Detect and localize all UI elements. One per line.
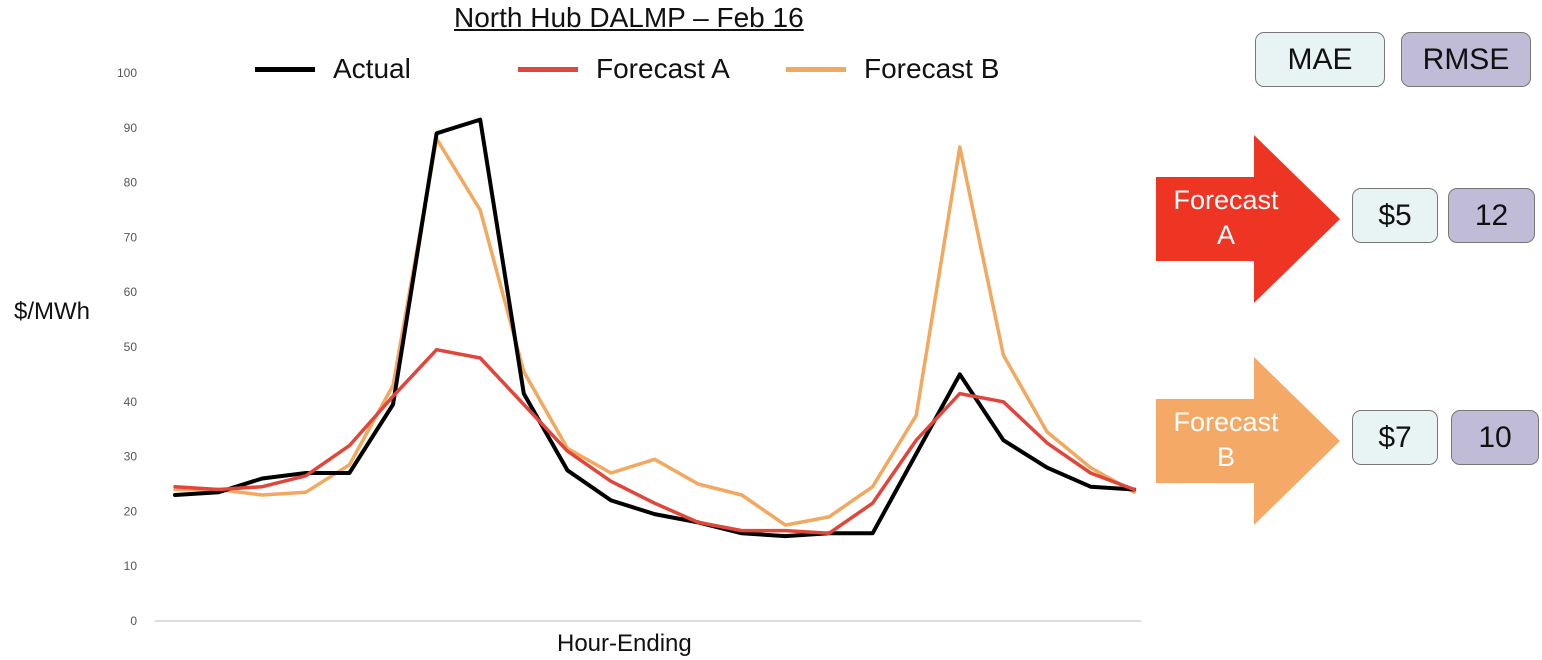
y-tick-label: 100: [117, 66, 137, 80]
forecast-b-label: Forecast B: [1156, 405, 1296, 475]
mae-header: MAE: [1255, 32, 1385, 87]
legend-swatch-actual: [255, 66, 315, 72]
forecast-a-mae-value: $5: [1352, 188, 1438, 243]
forecast-b-label-line1: Forecast: [1173, 407, 1279, 437]
y-tick-labels: 0 10 20 30 40 50 60 70 80 90 100: [117, 66, 137, 628]
rmse-header: RMSE: [1401, 32, 1531, 87]
series-line-actual: [173, 117, 1137, 539]
x-axis-label: Hour-Ending: [557, 630, 692, 657]
forecast-b-rmse-value: 10: [1451, 410, 1539, 465]
chart-title: North Hub DALMP – Feb 16: [454, 2, 804, 33]
y-tick-label: 50: [124, 340, 138, 354]
forecast-a-label-line1: Forecast: [1173, 185, 1279, 215]
y-tick-label: 80: [124, 176, 138, 190]
forecast-a-label: Forecast A: [1156, 183, 1296, 253]
y-tick-label: 70: [124, 230, 138, 244]
legend-item-forecast-b: Forecast B: [786, 52, 999, 86]
legend-label-forecast-a: Forecast A: [596, 53, 730, 84]
forecast-a-arrow: [1156, 135, 1340, 303]
forecast-a-label-line2: A: [1216, 220, 1235, 250]
forecast-a-rmse-value: 12: [1448, 188, 1535, 243]
y-axis-label: $/MWh: [14, 298, 91, 325]
legend-label-actual: Actual: [333, 53, 411, 84]
forecast-b-mae-value: $7: [1352, 410, 1438, 465]
legend-swatch-forecast-b: [786, 66, 846, 72]
y-tick-label: 40: [124, 395, 138, 409]
y-tick-label: 60: [124, 285, 138, 299]
y-tick-label: 90: [124, 121, 138, 135]
legend-item-forecast-a: Forecast A: [518, 52, 730, 86]
series-line-forecast-a: [173, 347, 1136, 536]
y-tick-label: 0: [130, 614, 137, 628]
y-tick-label: 10: [124, 559, 138, 573]
series-lines: [173, 117, 1137, 539]
legend-label-forecast-b: Forecast B: [864, 53, 1000, 84]
legend-item-actual: Actual: [255, 52, 411, 86]
forecast-b-label-line2: B: [1216, 442, 1235, 472]
y-tick-label: 30: [124, 450, 138, 464]
forecast-b-arrow: [1156, 357, 1340, 525]
y-tick-label: 20: [124, 504, 138, 518]
legend-swatch-forecast-a: [518, 66, 578, 72]
